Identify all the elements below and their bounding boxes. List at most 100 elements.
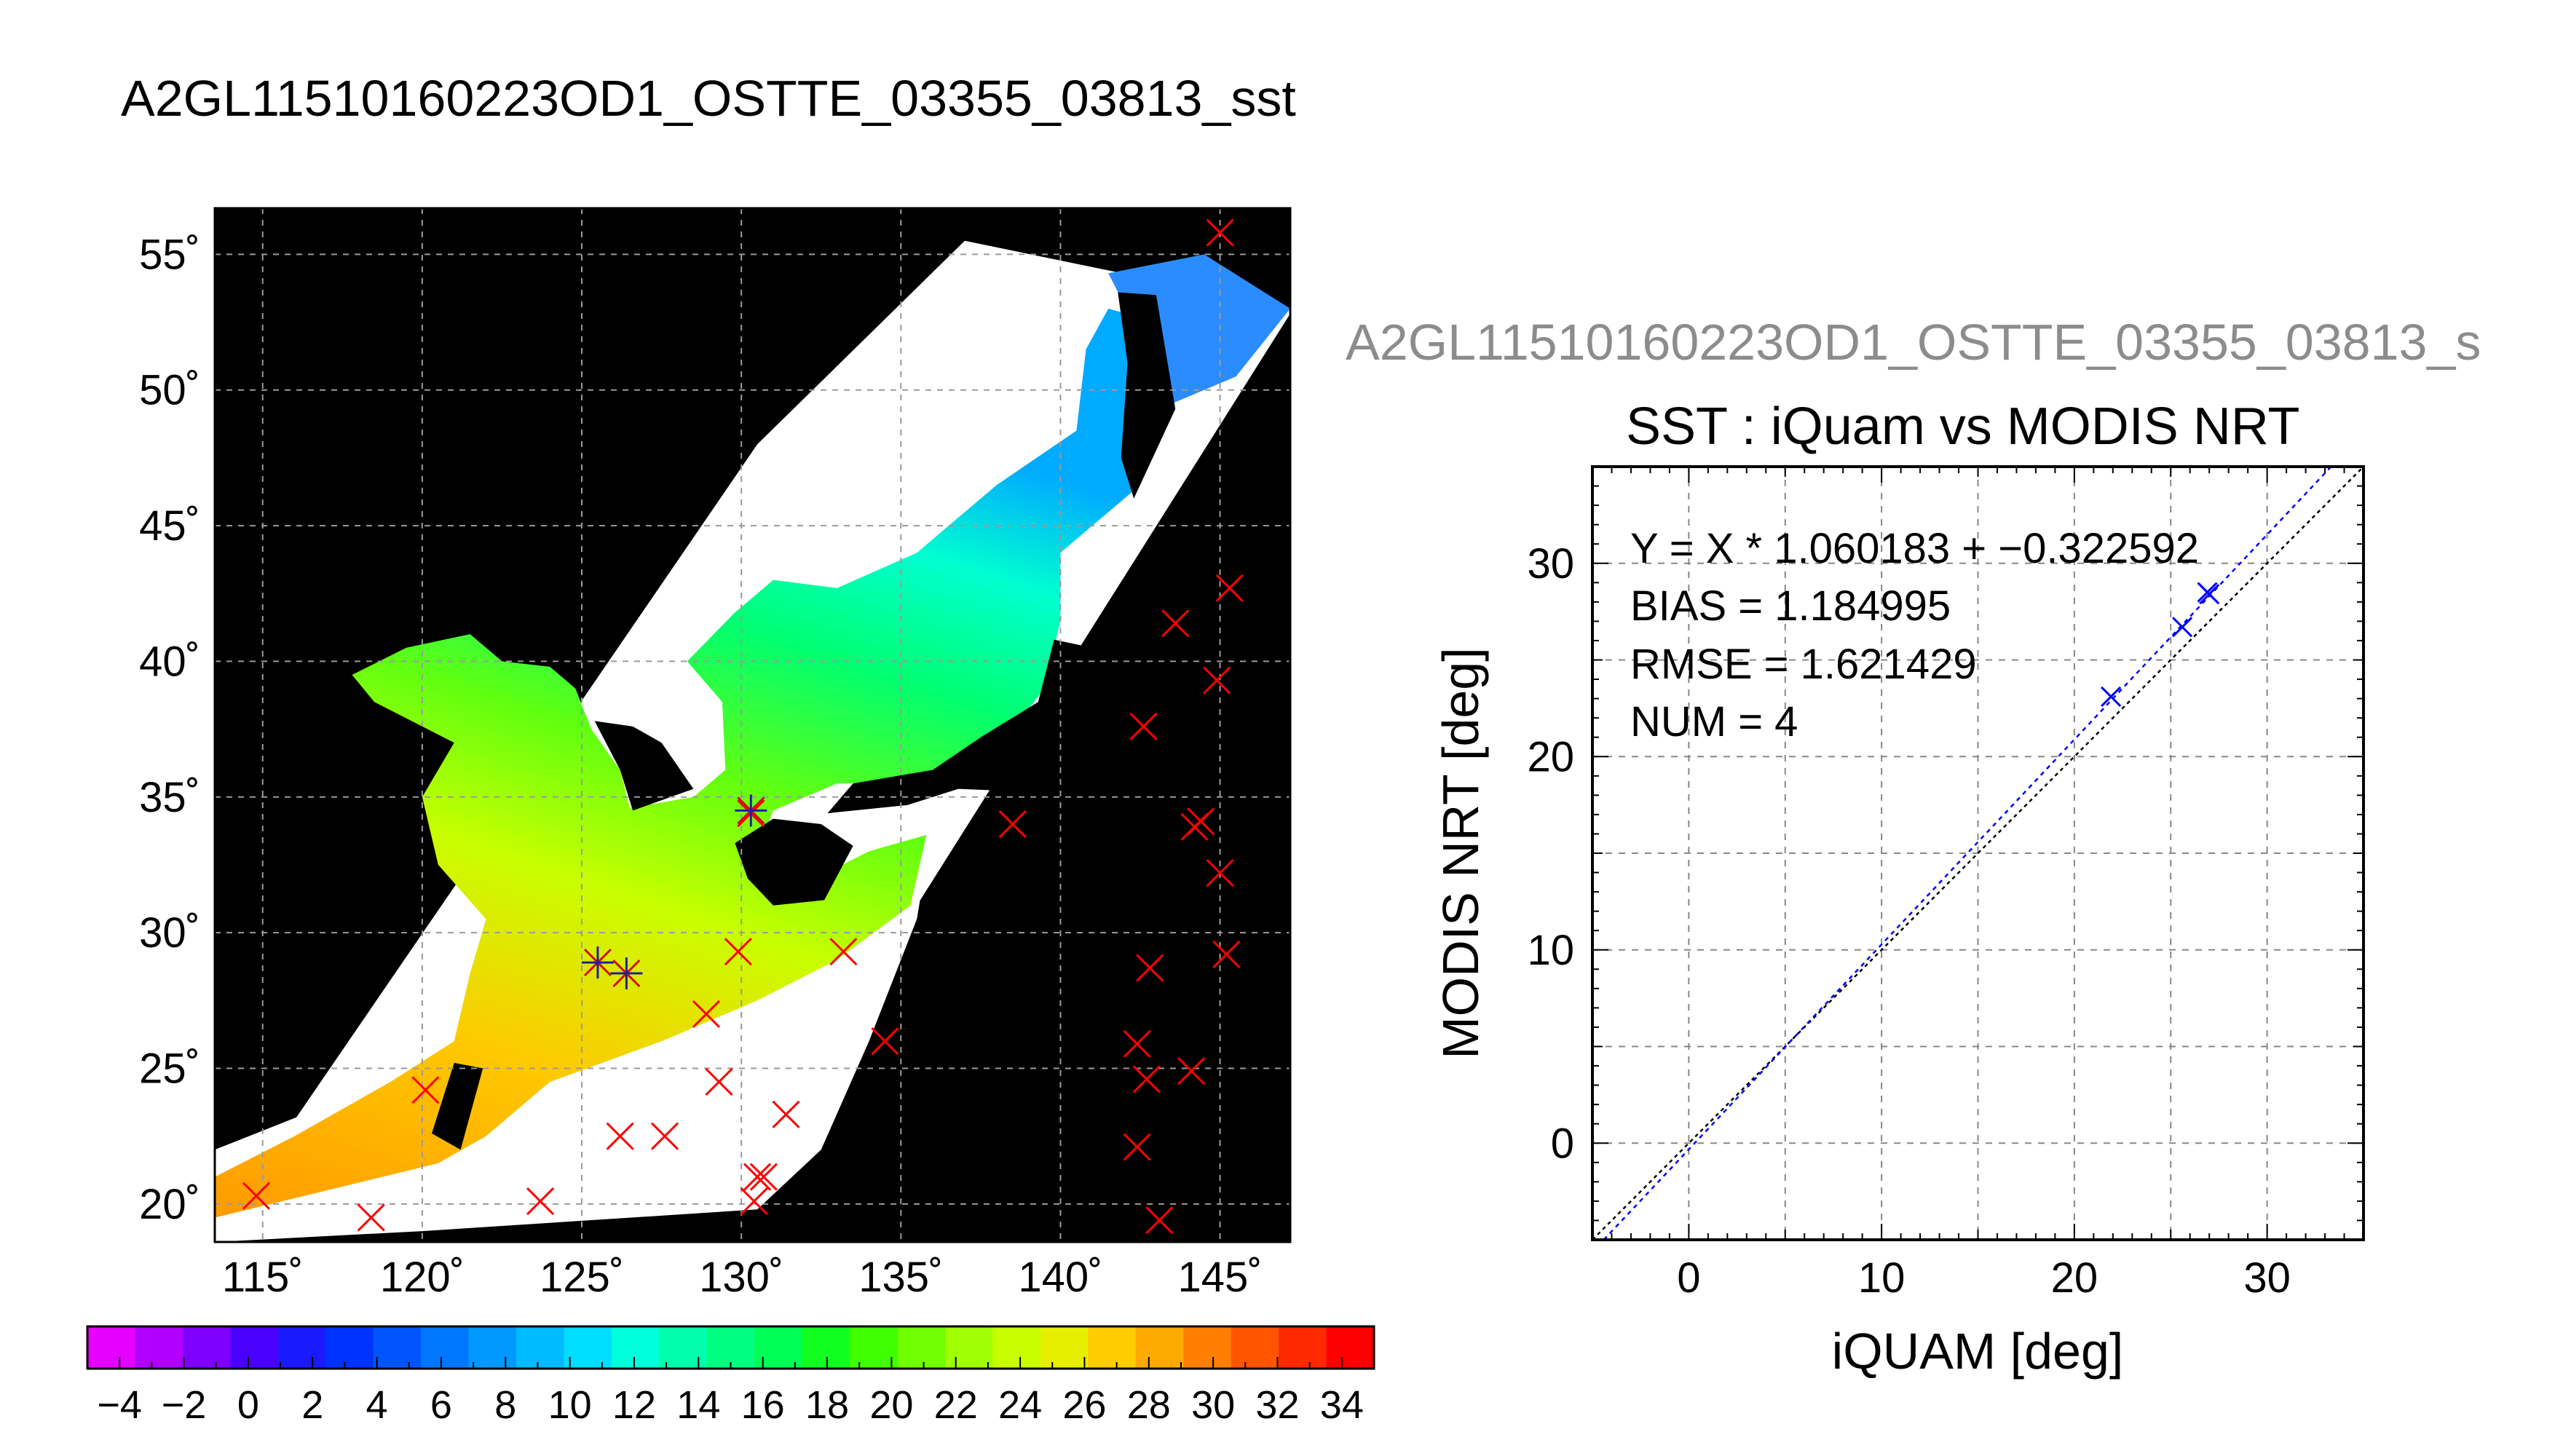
bias-stat: BIAS = 1.184995 bbox=[1630, 582, 1951, 630]
colorbar-swatch bbox=[1326, 1326, 1375, 1369]
red-x-marker bbox=[1177, 1057, 1206, 1085]
colorbar-swatch bbox=[706, 1326, 755, 1369]
scatter-x-tick-labels: 0 10 20 30 bbox=[1677, 1254, 2291, 1302]
colorbar-swatch bbox=[325, 1326, 374, 1369]
colorbar-tick-label: 26 bbox=[1062, 1383, 1106, 1427]
x-tick-label: 0 bbox=[1677, 1254, 1700, 1302]
red-x-marker bbox=[1123, 1029, 1151, 1058]
red-x-marker bbox=[1206, 859, 1234, 887]
red-x-marker bbox=[1187, 807, 1215, 836]
colorbar-swatch bbox=[373, 1326, 422, 1369]
colorbar bbox=[86, 1325, 1375, 1370]
scatter-y-tick-labels: 0 10 20 30 bbox=[1527, 540, 1574, 1168]
scatter-point bbox=[2199, 584, 2220, 605]
lon-tick-label: 140˚ bbox=[1018, 1254, 1102, 1301]
colorbar-swatch bbox=[135, 1326, 183, 1369]
colorbar-swatch bbox=[564, 1326, 612, 1369]
colorbar-tick-labels: −4 −2 0 2 4 6 8 10 12 14 16 18 20 22 24 26 28 30 32 34 bbox=[97, 1383, 1363, 1427]
colorbar-tick-label: 28 bbox=[1127, 1383, 1171, 1427]
red-x-marker bbox=[1212, 940, 1241, 968]
colorbar-swatch bbox=[1040, 1326, 1089, 1369]
colorbar-swatch bbox=[1231, 1326, 1279, 1369]
red-x-marker bbox=[871, 1027, 899, 1056]
colorbar-tick-label: 16 bbox=[741, 1383, 785, 1427]
red-x-marker bbox=[692, 1000, 721, 1028]
colorbar-tick-label: 14 bbox=[676, 1383, 720, 1427]
land-mask-2 bbox=[827, 639, 1093, 814]
map-markers bbox=[242, 218, 1244, 1235]
colorbar-tick-label: 0 bbox=[237, 1383, 259, 1427]
colorbar-swatch bbox=[945, 1326, 993, 1369]
colorbar-swatch bbox=[1135, 1326, 1184, 1369]
scatter-point bbox=[2172, 617, 2193, 638]
red-x-marker bbox=[606, 1122, 634, 1150]
red-x-marker bbox=[526, 1187, 555, 1216]
colorbar-swatch bbox=[897, 1326, 946, 1369]
colorbar-swatch bbox=[277, 1326, 326, 1369]
y-tick-label: 10 bbox=[1527, 927, 1574, 974]
colorbar-swatch bbox=[230, 1326, 279, 1369]
red-x-marker bbox=[749, 1163, 778, 1191]
red-x-marker bbox=[1136, 954, 1164, 982]
red-x-marker bbox=[829, 938, 858, 966]
colorbar-swatch bbox=[421, 1326, 470, 1369]
lat-tick-label: 55˚ bbox=[139, 231, 200, 278]
num-stat: NUM = 4 bbox=[1630, 698, 1798, 745]
red-x-marker bbox=[1203, 666, 1231, 695]
rmse-stat: RMSE = 1.621429 bbox=[1630, 641, 1977, 688]
colorbar-tick-label: 10 bbox=[548, 1383, 592, 1427]
blue-star-marker bbox=[735, 794, 767, 827]
x-tick-label: 30 bbox=[2243, 1254, 2291, 1302]
blue-star-marker bbox=[581, 946, 614, 979]
colorbar-tick-label: 32 bbox=[1255, 1383, 1299, 1427]
y-tick-label: 20 bbox=[1527, 733, 1574, 780]
scatter-title: SST : iQuam vs MODIS NRT bbox=[1626, 397, 2300, 456]
colorbar-tick-label: 2 bbox=[301, 1383, 323, 1427]
red-x-marker bbox=[1123, 1133, 1151, 1161]
lat-tick-label: 35˚ bbox=[139, 774, 200, 821]
lon-tick-label: 135˚ bbox=[858, 1254, 943, 1301]
x-tick-label: 10 bbox=[1858, 1254, 1906, 1302]
red-x-marker bbox=[1132, 1065, 1161, 1093]
map-border bbox=[213, 207, 1292, 1243]
colorbar-tick-label: −2 bbox=[162, 1383, 207, 1427]
scatter-file-title: A2GL11510160223OD1_OSTTE_03355_03813_s bbox=[1346, 314, 2481, 371]
lat-tick-label: 30˚ bbox=[139, 909, 200, 957]
scatter-grid bbox=[1592, 467, 2364, 1240]
red-x-marker bbox=[1129, 712, 1158, 740]
colorbar-tick-label: 8 bbox=[494, 1383, 516, 1427]
red-x-marker bbox=[357, 1203, 385, 1232]
red-x-marker bbox=[1145, 1206, 1174, 1235]
land-mask-3 bbox=[432, 1063, 483, 1150]
land-mask-0 bbox=[594, 721, 694, 811]
x-tick-label: 20 bbox=[2051, 1254, 2098, 1302]
page-title: A2GL11510160223OD1_OSTTE_03355_03813_sst bbox=[121, 70, 1296, 127]
colorbar-tick-label: 20 bbox=[869, 1383, 913, 1427]
red-x-marker bbox=[743, 1163, 772, 1191]
map-lat-tick-labels: 20˚ 25˚ 30˚ 35˚ 40˚ 45˚ 50˚ 55˚ bbox=[139, 231, 200, 1227]
colorbar-swatch bbox=[1088, 1326, 1137, 1369]
colorbar-swatch bbox=[468, 1326, 517, 1369]
red-x-marker bbox=[740, 1187, 768, 1216]
colorbar-swatch bbox=[850, 1326, 899, 1369]
okhotsk-sst bbox=[1108, 254, 1290, 404]
land-mask-1 bbox=[735, 818, 853, 906]
colorbar-tick-label: 4 bbox=[366, 1383, 388, 1427]
y-axis-label: MODIS NRT [deg] bbox=[1432, 647, 1489, 1059]
colorbar-swatch bbox=[1279, 1326, 1327, 1369]
colorbar-tick-label: 22 bbox=[934, 1383, 978, 1427]
red-x-marker bbox=[724, 938, 752, 966]
colorbar-tick-label: 24 bbox=[998, 1383, 1042, 1427]
sst-swath bbox=[215, 240, 1294, 1242]
colorbar-tick-label: 30 bbox=[1191, 1383, 1235, 1427]
land-mask-4 bbox=[1118, 292, 1176, 499]
lon-tick-label: 130˚ bbox=[699, 1254, 783, 1301]
lat-tick-label: 20˚ bbox=[139, 1181, 200, 1228]
red-x-marker bbox=[772, 1100, 800, 1128]
colorbar-swatch bbox=[516, 1326, 564, 1369]
colorbar-tick-label: 18 bbox=[805, 1383, 849, 1427]
lon-tick-label: 145˚ bbox=[1178, 1254, 1263, 1301]
lat-tick-label: 45˚ bbox=[139, 502, 200, 550]
